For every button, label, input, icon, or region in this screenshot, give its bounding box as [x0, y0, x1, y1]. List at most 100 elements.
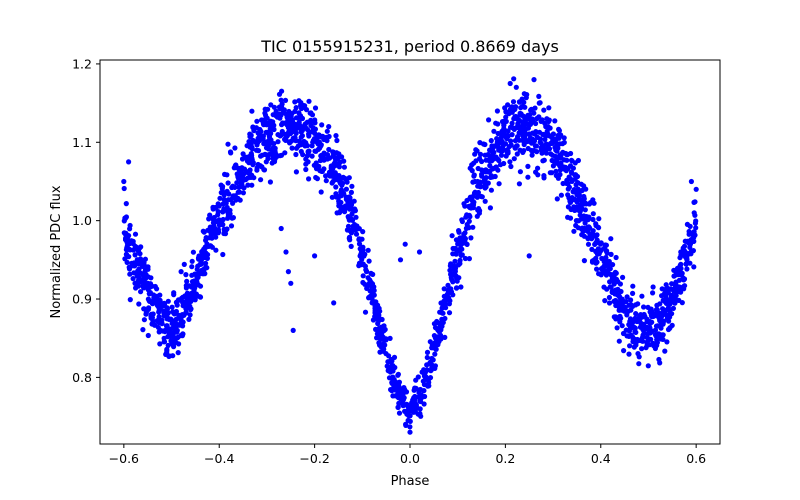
- data-point: [489, 154, 495, 160]
- data-point: [657, 360, 663, 366]
- data-point: [630, 283, 636, 289]
- data-point: [488, 138, 494, 144]
- data-point: [395, 390, 401, 396]
- data-point: [283, 249, 289, 255]
- data-point: [345, 214, 351, 220]
- data-point: [672, 296, 678, 302]
- data-point: [541, 173, 547, 179]
- data-point: [122, 256, 128, 262]
- data-point: [462, 255, 468, 262]
- data-point: [529, 140, 535, 146]
- data-point: [503, 114, 509, 120]
- data-point: [221, 196, 227, 203]
- data-point: [400, 397, 406, 403]
- data-point: [209, 227, 215, 233]
- data-point: [650, 290, 656, 296]
- data-point: [639, 293, 645, 299]
- data-point: [619, 323, 625, 329]
- data-point: [441, 286, 447, 292]
- data-point: [514, 124, 520, 131]
- data-point: [556, 135, 562, 141]
- data-point: [268, 102, 274, 108]
- data-point: [584, 214, 590, 220]
- data-point: [528, 106, 535, 112]
- data-point: [461, 231, 467, 237]
- data-point: [489, 158, 495, 164]
- data-point: [336, 151, 342, 157]
- data-point: [254, 167, 260, 173]
- data-point: [581, 225, 587, 231]
- data-point: [181, 261, 187, 267]
- data-point: [476, 210, 482, 216]
- data-point: [627, 316, 634, 322]
- data-point: [140, 327, 146, 333]
- data-point: [645, 331, 651, 337]
- data-point: [121, 185, 127, 192]
- data-point: [659, 332, 665, 338]
- data-point: [495, 121, 501, 127]
- data-point: [611, 314, 617, 320]
- data-point: [573, 222, 579, 229]
- data-point: [280, 120, 286, 126]
- data-point: [307, 110, 313, 116]
- data-point: [653, 333, 659, 339]
- data-point: [432, 351, 438, 357]
- data-point: [211, 214, 217, 221]
- data-point: [432, 335, 438, 341]
- data-point: [538, 140, 544, 146]
- data-point: [445, 282, 451, 288]
- data-point: [583, 201, 589, 207]
- data-point: [389, 362, 395, 368]
- data-point: [675, 288, 681, 295]
- data-point: [626, 333, 632, 339]
- data-point: [491, 149, 497, 155]
- data-point: [470, 179, 476, 185]
- data-point: [527, 121, 533, 128]
- data-point: [359, 249, 365, 255]
- data-point: [275, 139, 281, 145]
- data-point: [344, 227, 350, 233]
- data-point: [201, 254, 207, 261]
- data-point: [371, 284, 377, 290]
- data-point: [612, 269, 619, 275]
- data-point: [293, 115, 300, 121]
- data-point: [312, 253, 318, 259]
- data-point: [313, 148, 319, 154]
- data-point: [633, 311, 639, 317]
- data-point: [143, 272, 149, 278]
- data-point: [295, 143, 301, 149]
- data-point: [424, 349, 431, 355]
- data-point: [364, 268, 370, 274]
- data-point: [184, 278, 190, 284]
- data-point: [132, 231, 139, 237]
- data-point: [360, 244, 366, 250]
- data-point: [505, 102, 511, 108]
- data-point: [324, 138, 330, 144]
- data-point: [575, 180, 581, 186]
- data-point: [688, 249, 694, 255]
- data-point: [159, 317, 165, 323]
- data-point: [692, 199, 698, 205]
- data-point: [523, 121, 529, 127]
- data-point: [633, 302, 639, 308]
- data-point: [547, 125, 553, 131]
- data-point: [145, 332, 151, 339]
- data-point: [556, 126, 562, 132]
- data-point: [669, 286, 675, 292]
- data-point: [221, 226, 227, 232]
- data-point: [623, 299, 629, 305]
- data-point: [505, 128, 511, 134]
- data-point: [334, 137, 340, 144]
- data-point: [318, 189, 324, 195]
- data-point: [260, 133, 266, 139]
- data-point: [626, 322, 632, 328]
- data-point: [329, 180, 335, 186]
- data-point: [503, 153, 509, 159]
- data-point: [406, 413, 412, 419]
- data-point: [549, 140, 555, 146]
- data-point: [362, 309, 369, 315]
- data-point: [608, 251, 614, 257]
- data-point: [636, 361, 642, 367]
- data-point: [667, 301, 673, 307]
- x-tick-label: 0.0: [400, 451, 420, 466]
